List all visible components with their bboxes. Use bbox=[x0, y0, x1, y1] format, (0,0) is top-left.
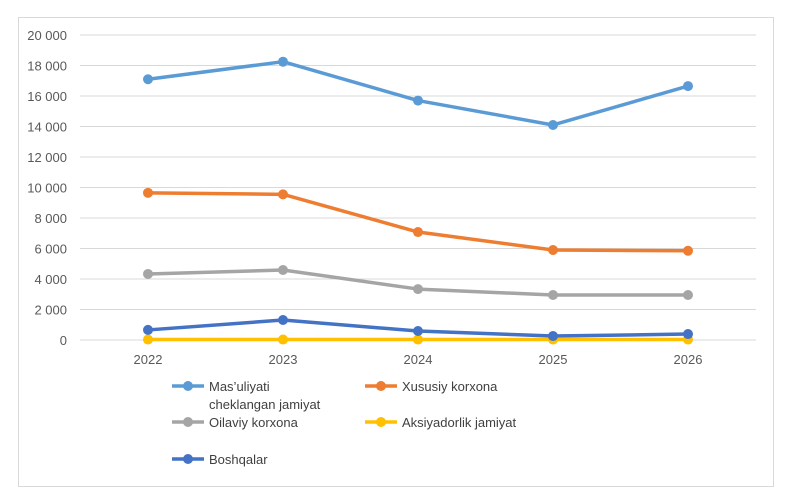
legend-item: Xususiy korxona bbox=[365, 379, 498, 394]
x-tick-label: 2024 bbox=[404, 352, 433, 367]
series-lines bbox=[143, 56, 693, 345]
data-point bbox=[143, 334, 153, 345]
series-1 bbox=[143, 187, 693, 256]
legend-item: Boshqalar bbox=[172, 452, 268, 467]
data-point bbox=[548, 245, 558, 256]
legend-item: Mas’uliyati cheklangan jamiyat bbox=[172, 379, 321, 412]
y-tick-label: 6 000 bbox=[34, 242, 67, 257]
legend-item: Oilaviy korxona bbox=[172, 415, 299, 430]
data-point bbox=[278, 334, 288, 345]
y-tick-label: 12 000 bbox=[27, 150, 67, 165]
y-tick-label: 2 000 bbox=[34, 303, 67, 318]
data-point bbox=[278, 56, 288, 67]
legend-label: Xususiy korxona bbox=[402, 379, 498, 394]
data-point bbox=[143, 74, 153, 85]
data-point bbox=[683, 329, 693, 340]
legend-swatch-marker bbox=[183, 454, 193, 464]
legend-label: cheklangan jamiyat bbox=[209, 397, 321, 412]
series-4 bbox=[143, 315, 693, 342]
data-point bbox=[278, 189, 288, 200]
data-point bbox=[413, 95, 423, 106]
legend-label: Aksiyadorlik jamiyat bbox=[402, 415, 517, 430]
legend-label: Boshqalar bbox=[209, 452, 268, 467]
data-point bbox=[683, 245, 693, 256]
data-point bbox=[278, 315, 288, 326]
data-point bbox=[548, 331, 558, 342]
data-point bbox=[143, 187, 153, 198]
y-tick-label: 4 000 bbox=[34, 272, 67, 287]
y-tick-label: 16 000 bbox=[27, 89, 67, 104]
data-point bbox=[413, 326, 423, 337]
x-tick-label: 2025 bbox=[539, 352, 568, 367]
data-point bbox=[413, 334, 423, 345]
data-point bbox=[413, 284, 423, 295]
y-axis-ticks: 0 2 000 4 000 6 000 8 000 10 000 12 000 14 000 1… bbox=[27, 28, 67, 348]
legend-label: Mas’uliyati bbox=[209, 379, 270, 394]
y-tick-label: 14 000 bbox=[27, 120, 67, 135]
x-tick-label: 2023 bbox=[269, 352, 298, 367]
data-point bbox=[683, 290, 693, 301]
x-tick-label: 2022 bbox=[134, 352, 163, 367]
data-point bbox=[143, 268, 153, 279]
data-point bbox=[278, 265, 288, 276]
legend-swatch-marker bbox=[183, 381, 193, 391]
data-point bbox=[143, 324, 153, 335]
x-axis-ticks: 2022 2023 2024 2025 2026 bbox=[134, 352, 703, 367]
series-2 bbox=[143, 265, 693, 301]
legend-swatch-marker bbox=[376, 381, 386, 391]
legend-item: Aksiyadorlik jamiyat bbox=[365, 415, 517, 430]
legend-label: Oilaviy korxona bbox=[209, 415, 299, 430]
x-tick-label: 2026 bbox=[674, 352, 703, 367]
data-point bbox=[413, 227, 423, 238]
series-line bbox=[146, 191, 690, 253]
series-0 bbox=[143, 56, 693, 130]
y-tick-label: 0 bbox=[60, 333, 67, 348]
y-tick-label: 20 000 bbox=[27, 28, 67, 43]
data-point bbox=[683, 81, 693, 92]
y-tick-label: 18 000 bbox=[27, 59, 67, 74]
legend-swatch-marker bbox=[376, 417, 386, 427]
data-point bbox=[548, 290, 558, 301]
series-line bbox=[146, 59, 690, 127]
data-point bbox=[548, 119, 558, 130]
legend: Mas’uliyati cheklangan jamiyat Xususiy kor… bbox=[172, 379, 517, 467]
y-tick-label: 10 000 bbox=[27, 181, 67, 196]
y-tick-label: 8 000 bbox=[34, 211, 67, 226]
legend-swatch-marker bbox=[183, 417, 193, 427]
